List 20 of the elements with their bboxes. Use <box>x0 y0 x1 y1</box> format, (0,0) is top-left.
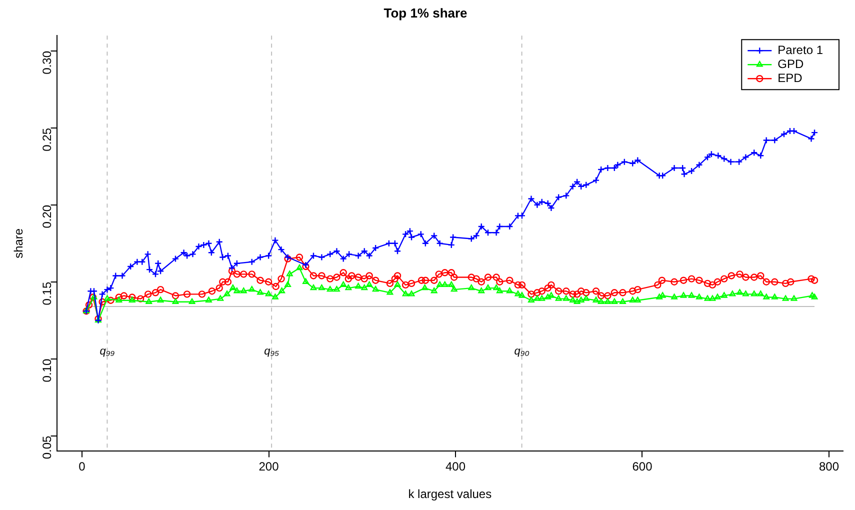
ref-line-label: q₉₅ <box>264 346 280 358</box>
ref-line-label: q₉₀ <box>514 346 530 358</box>
y-tick-label: 0.15 <box>40 282 54 306</box>
x-tick-label: 200 <box>258 460 280 474</box>
y-tick-label: 0.05 <box>40 435 54 460</box>
x-tick-label: 400 <box>445 460 466 474</box>
x-tick-label: 600 <box>632 460 653 474</box>
x-axis-title: k largest values <box>408 487 492 502</box>
y-tick-label: 0.25 <box>40 128 54 152</box>
x-tick-label: 0 <box>78 460 86 474</box>
y-tick-label: 0.10 <box>40 358 54 382</box>
y-tick-label: 0.20 <box>40 204 54 228</box>
x-tick-label: 800 <box>818 460 840 474</box>
ref-line-label: q₉₉ <box>100 346 116 358</box>
legend-label: EPD <box>778 70 803 85</box>
y-axis-title: share <box>12 228 26 258</box>
legend-label: GPD <box>778 56 804 71</box>
y-tick-label: 0.30 <box>40 50 54 74</box>
chart-title: Top 1% share <box>384 5 468 20</box>
legend-label: Pareto 1 <box>778 42 824 57</box>
